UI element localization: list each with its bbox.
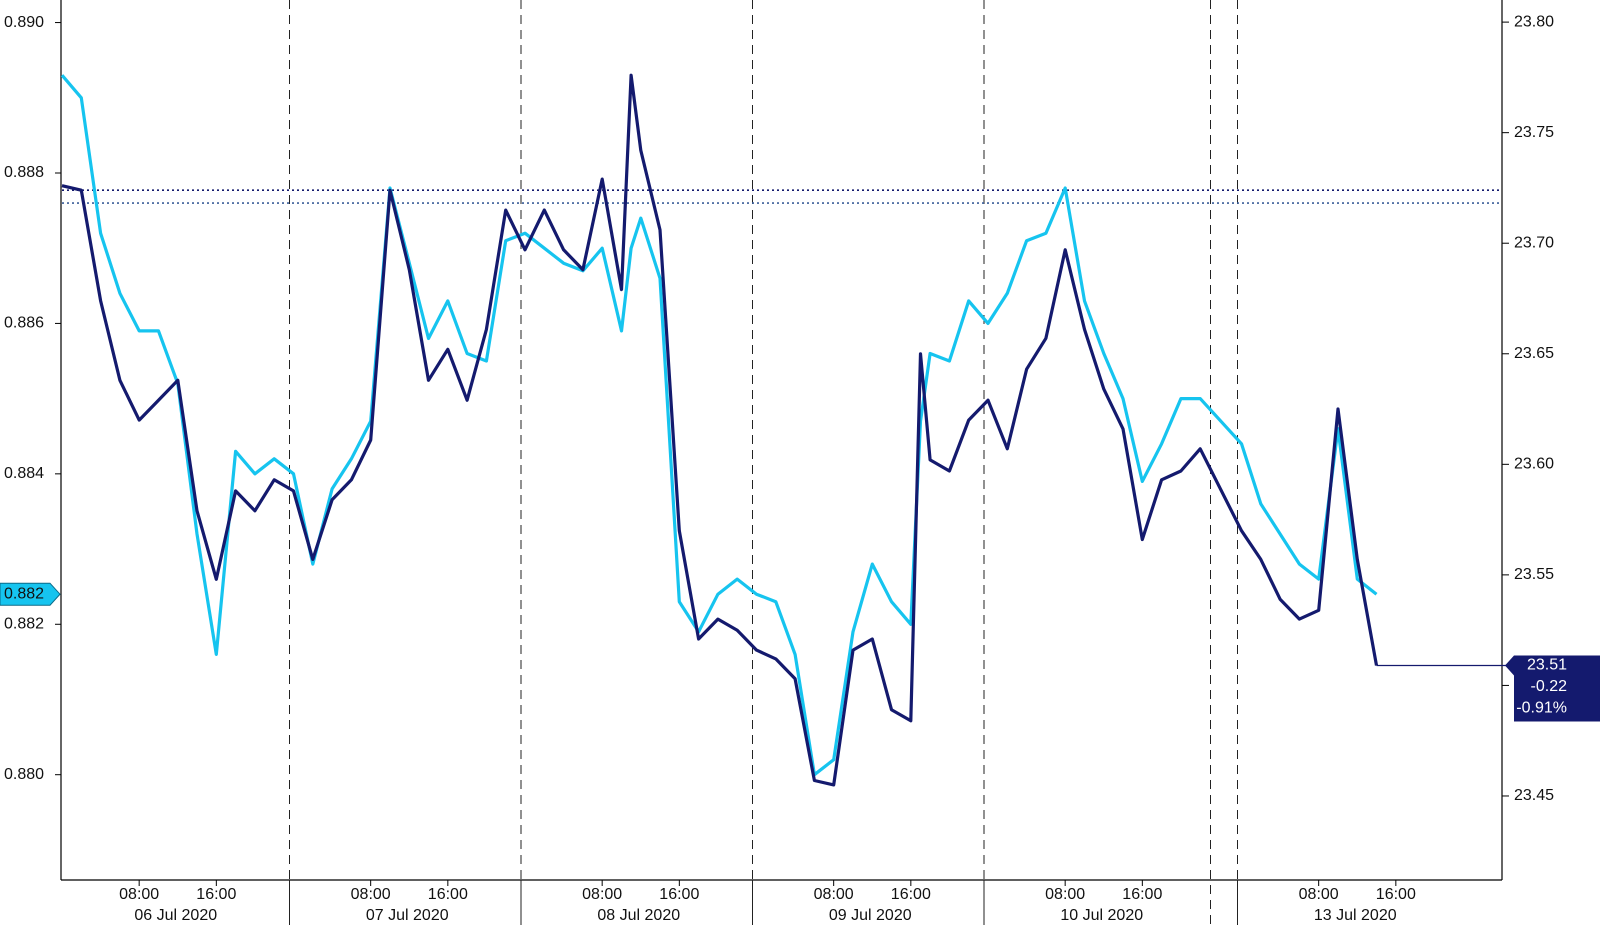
x-tick-label: 16:00	[1122, 886, 1162, 903]
y-tick-label: 0.882	[4, 615, 44, 632]
y-tick-label: 0.890	[4, 14, 44, 31]
day-label: 07 Jul 2020	[366, 907, 449, 924]
y-tick-label: 0.888	[4, 164, 44, 181]
y-tick-label: 0.884	[4, 465, 44, 482]
day-label: 06 Jul 2020	[134, 907, 217, 924]
last-value-text: -0.22	[1531, 678, 1568, 695]
day-label: 10 Jul 2020	[1060, 907, 1143, 924]
x-tick-label: 08:00	[582, 886, 622, 903]
x-tick-label: 08:00	[814, 886, 854, 903]
last-value-text: 0.882	[4, 585, 44, 602]
x-tick-label: 16:00	[1376, 886, 1416, 903]
y2-tick-label: 23.55	[1514, 566, 1554, 583]
x-tick-label: 16:00	[428, 886, 468, 903]
x-tick-label: 16:00	[891, 886, 931, 903]
day-label: 08 Jul 2020	[597, 907, 680, 924]
y-tick-label: 0.886	[4, 315, 44, 332]
x-tick-label: 08:00	[351, 886, 391, 903]
day-label: 09 Jul 2020	[829, 907, 912, 924]
y2-tick-label: 23.70	[1514, 234, 1554, 251]
last-value-text: -0.91%	[1516, 700, 1567, 717]
x-tick-label: 16:00	[196, 886, 236, 903]
y2-tick-label: 23.65	[1514, 345, 1554, 362]
day-label: 13 Jul 2020	[1314, 907, 1397, 924]
x-tick-label: 08:00	[119, 886, 159, 903]
x-tick-label: 08:00	[1045, 886, 1085, 903]
series-line	[61, 73, 1379, 787]
y2-tick-label: 23.45	[1514, 787, 1554, 804]
x-tick-label: 16:00	[659, 886, 699, 903]
x-tick-label: 08:00	[1299, 886, 1339, 903]
y2-tick-label: 23.80	[1514, 13, 1554, 30]
series-line	[60, 74, 1378, 777]
y2-tick-label: 23.60	[1514, 456, 1554, 473]
y2-tick-label: 23.75	[1514, 124, 1554, 141]
last-value-tag	[0, 582, 61, 606]
last-value-tag	[1505, 655, 1600, 722]
last-value-text: 23.51	[1527, 657, 1567, 674]
y-tick-label: 0.880	[4, 766, 44, 783]
